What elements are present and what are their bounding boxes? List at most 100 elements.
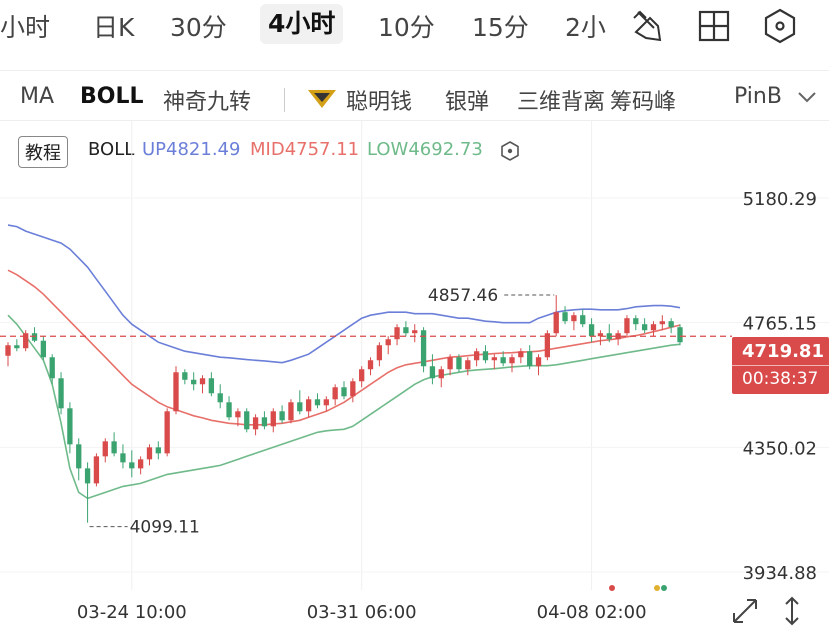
candle-body bbox=[438, 369, 444, 379]
tab-5[interactable]: 10分 bbox=[378, 13, 435, 42]
candle-body bbox=[500, 357, 506, 364]
candle-body bbox=[244, 411, 250, 430]
fullscreen-icon[interactable] bbox=[733, 599, 757, 623]
tab-2[interactable]: 日K bbox=[93, 13, 135, 42]
tab-6[interactable]: 15分 bbox=[472, 13, 529, 42]
y-tick-label: 5180.29 bbox=[743, 189, 817, 210]
candle-body bbox=[580, 315, 586, 325]
candle-body bbox=[173, 372, 179, 412]
boll-mid-line bbox=[7, 269, 681, 426]
scale-arrows-icon[interactable] bbox=[785, 596, 799, 626]
boll-up-value: UP4821.49 bbox=[142, 139, 241, 160]
candle-body bbox=[367, 360, 374, 370]
candle-body bbox=[279, 411, 285, 421]
candle-body bbox=[527, 351, 533, 367]
indicator-tab-8[interactable]: PinB bbox=[734, 84, 782, 109]
candle-body bbox=[394, 327, 400, 340]
candle-body bbox=[465, 360, 471, 370]
candle-body bbox=[412, 330, 418, 334]
candle-body bbox=[76, 444, 82, 469]
candle-body bbox=[562, 312, 568, 322]
candle-body bbox=[120, 453, 126, 463]
indicator-tab-2[interactable]: BOLL bbox=[80, 84, 144, 109]
event-dot bbox=[609, 585, 615, 591]
candle-body bbox=[447, 357, 453, 370]
candle-body bbox=[164, 411, 170, 454]
grid-layout-icon[interactable] bbox=[694, 6, 734, 46]
indicator-divider bbox=[0, 120, 829, 121]
candle-body bbox=[332, 387, 338, 400]
boll-label: BOLL bbox=[88, 139, 135, 160]
candle-body bbox=[58, 378, 64, 409]
candle-body bbox=[509, 357, 515, 364]
candle-body bbox=[359, 369, 365, 382]
candle-body bbox=[84, 468, 91, 484]
boll-low-value: LOW4692.73 bbox=[367, 139, 483, 160]
candle-body bbox=[606, 333, 612, 340]
candle-body bbox=[429, 366, 436, 379]
candle-body bbox=[208, 378, 215, 394]
candle-body bbox=[226, 402, 232, 418]
current-price: 4719.81 bbox=[742, 341, 824, 362]
candle-body bbox=[482, 351, 489, 361]
candle-body bbox=[93, 456, 100, 484]
indicator-tab-7[interactable]: 筹码峰 bbox=[610, 90, 677, 115]
indicator-tab-4[interactable]: 聪明钱 bbox=[346, 90, 413, 115]
settings-hex-icon[interactable] bbox=[760, 6, 800, 46]
candle-body bbox=[67, 408, 73, 445]
indicator-settings-icon[interactable] bbox=[500, 141, 520, 161]
draw-tool-icon[interactable] bbox=[626, 6, 666, 46]
candle-body bbox=[491, 357, 497, 361]
tab-1[interactable]: 小时 bbox=[0, 13, 51, 42]
y-tick-label: 3934.88 bbox=[743, 563, 817, 584]
candle-body bbox=[624, 318, 630, 334]
candle-body bbox=[288, 402, 294, 421]
candlestick-chart[interactable]: 5180.29 4765.15 4350.02 3934.88 4857.46 4099.… bbox=[0, 120, 829, 631]
tab-7[interactable]: 2小 bbox=[565, 13, 606, 42]
event-dot bbox=[654, 585, 660, 591]
candle-body bbox=[129, 462, 135, 469]
boll-lower-line bbox=[7, 314, 681, 500]
candle-body bbox=[341, 387, 347, 397]
min-annotation-label: 4099.11 bbox=[130, 518, 200, 538]
candle-body bbox=[14, 345, 20, 349]
candle-body bbox=[659, 321, 665, 325]
candle-body bbox=[102, 441, 108, 457]
tab-4[interactable]: 4小时 bbox=[260, 4, 344, 44]
candle-body bbox=[5, 345, 11, 356]
candle-body bbox=[571, 315, 577, 322]
candle-body bbox=[420, 330, 427, 367]
candle-body bbox=[544, 333, 551, 358]
indicator-tab-6[interactable]: 三维背离 bbox=[517, 90, 606, 115]
candle-body bbox=[677, 327, 683, 343]
event-dot bbox=[661, 585, 667, 591]
candle-body bbox=[553, 312, 559, 334]
candle-body bbox=[261, 417, 268, 427]
candle-body bbox=[615, 333, 621, 340]
tutorial-button[interactable]: 教程 bbox=[18, 136, 68, 168]
indicator-tab-3[interactable]: 神奇九转 bbox=[163, 90, 252, 115]
candle-body bbox=[518, 351, 524, 358]
candle-body bbox=[137, 459, 144, 469]
candle-body bbox=[350, 381, 356, 397]
candle-body bbox=[633, 318, 639, 325]
candle-body bbox=[314, 399, 321, 406]
candle-body bbox=[650, 324, 657, 331]
candle-body bbox=[49, 357, 55, 379]
tab-3[interactable]: 30分 bbox=[170, 13, 227, 42]
indicator-tab-1[interactable]: MA bbox=[20, 84, 55, 109]
candle-body bbox=[597, 333, 604, 337]
indicator-separator bbox=[284, 88, 285, 112]
candle-body bbox=[23, 333, 29, 349]
candle-body bbox=[111, 441, 117, 454]
candle-body bbox=[385, 339, 391, 346]
candle-body bbox=[155, 447, 161, 454]
candle-body bbox=[217, 393, 223, 403]
candle-body bbox=[297, 402, 303, 412]
max-annotation-label: 4857.46 bbox=[428, 286, 498, 306]
period-tabs: 小时 日K 30分 4小时 10分 15分 2小 bbox=[0, 0, 829, 52]
x-tick-label: 04-08 02:00 bbox=[537, 602, 647, 623]
indicator-tab-5[interactable]: 银弹 bbox=[445, 90, 490, 115]
candle-body bbox=[191, 379, 197, 385]
chevron-down-icon[interactable] bbox=[796, 86, 818, 108]
